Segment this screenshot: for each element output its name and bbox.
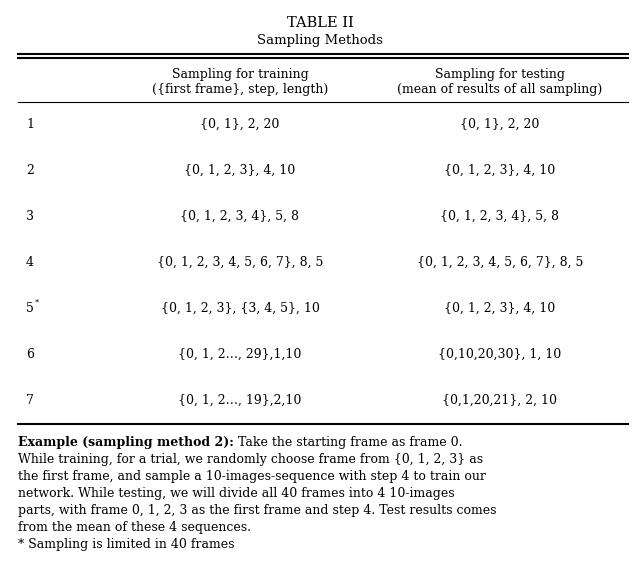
Text: 2: 2 xyxy=(26,164,34,176)
Text: 7: 7 xyxy=(26,394,34,406)
Text: 3: 3 xyxy=(26,210,34,223)
Text: {0, 1, 2…, 29},1,10: {0, 1, 2…, 29},1,10 xyxy=(179,347,301,360)
Text: {0, 1}, 2, 20: {0, 1}, 2, 20 xyxy=(200,118,280,130)
Text: 5: 5 xyxy=(26,301,34,315)
Text: {0, 1, 2, 3}, 4, 10: {0, 1, 2, 3}, 4, 10 xyxy=(444,301,556,315)
Text: {0, 1, 2, 3}, 4, 10: {0, 1, 2, 3}, 4, 10 xyxy=(184,164,296,176)
Text: {0, 1, 2, 3, 4}, 5, 8: {0, 1, 2, 3, 4}, 5, 8 xyxy=(180,210,300,223)
Text: TABLE II: TABLE II xyxy=(287,16,353,30)
Text: Example (sampling method 2):: Example (sampling method 2): xyxy=(18,436,234,449)
Text: 4: 4 xyxy=(26,255,34,269)
Text: {0, 1, 2, 3}, {3, 4, 5}, 10: {0, 1, 2, 3}, {3, 4, 5}, 10 xyxy=(161,301,319,315)
Text: 1: 1 xyxy=(26,118,34,130)
Text: Sampling Methods: Sampling Methods xyxy=(257,34,383,47)
Text: (mean of results of all sampling): (mean of results of all sampling) xyxy=(397,83,603,96)
Text: Sampling for training: Sampling for training xyxy=(172,68,308,81)
Text: *: * xyxy=(35,299,39,307)
Text: {0, 1, 2, 3, 4, 5, 6, 7}, 8, 5: {0, 1, 2, 3, 4, 5, 6, 7}, 8, 5 xyxy=(157,255,323,269)
Text: {0,10,20,30}, 1, 10: {0,10,20,30}, 1, 10 xyxy=(438,347,562,360)
Text: network. While testing, we will divide all 40 frames into 4 10-images: network. While testing, we will divide a… xyxy=(18,487,454,500)
Text: from the mean of these 4 sequences.: from the mean of these 4 sequences. xyxy=(18,521,251,534)
Text: Take the starting frame as frame 0.: Take the starting frame as frame 0. xyxy=(234,436,462,449)
Text: * Sampling is limited in 40 frames: * Sampling is limited in 40 frames xyxy=(18,538,234,551)
Text: 6: 6 xyxy=(26,347,34,360)
Text: {0, 1}, 2, 20: {0, 1}, 2, 20 xyxy=(460,118,540,130)
Text: parts, with frame 0, 1, 2, 3 as the first frame and step 4. Test results comes: parts, with frame 0, 1, 2, 3 as the firs… xyxy=(18,504,497,517)
Text: {0, 1, 2…, 19},2,10: {0, 1, 2…, 19},2,10 xyxy=(179,394,301,406)
Text: Sampling for testing: Sampling for testing xyxy=(435,68,565,81)
Text: {0, 1, 2, 3, 4, 5, 6, 7}, 8, 5: {0, 1, 2, 3, 4, 5, 6, 7}, 8, 5 xyxy=(417,255,583,269)
Text: the first frame, and sample a 10-images-sequence with step 4 to train our: the first frame, and sample a 10-images-… xyxy=(18,470,486,483)
Text: {0,1,20,21}, 2, 10: {0,1,20,21}, 2, 10 xyxy=(442,394,557,406)
Text: ({first frame}, step, length): ({first frame}, step, length) xyxy=(152,83,328,96)
Text: {0, 1, 2, 3, 4}, 5, 8: {0, 1, 2, 3, 4}, 5, 8 xyxy=(440,210,559,223)
Text: While training, for a trial, we randomly choose frame from {0, 1, 2, 3} as: While training, for a trial, we randomly… xyxy=(18,453,483,466)
Text: {0, 1, 2, 3}, 4, 10: {0, 1, 2, 3}, 4, 10 xyxy=(444,164,556,176)
